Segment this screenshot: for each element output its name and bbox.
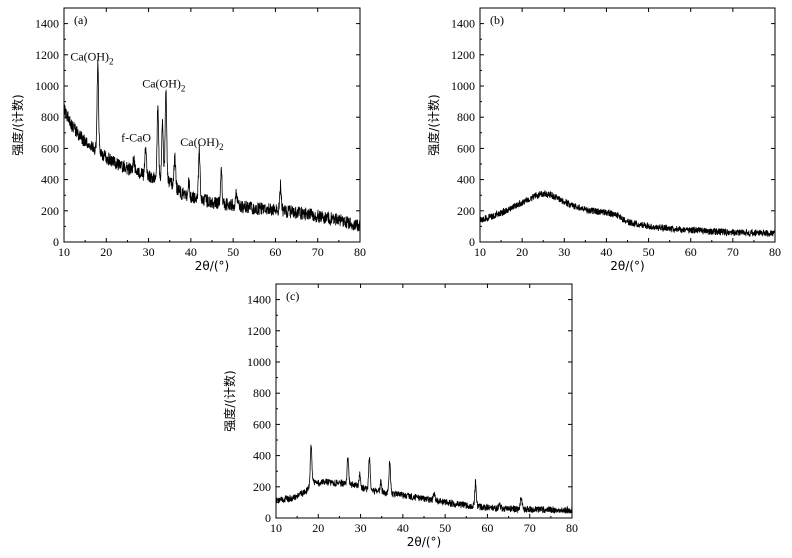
x-tick-label: 40 <box>600 245 612 259</box>
y-tick-label: 0 <box>265 511 271 525</box>
y-tick-label: 400 <box>457 173 475 187</box>
x-tick-label: 20 <box>312 521 324 535</box>
x-axis-label: 2θ/(°) <box>610 259 644 273</box>
x-tick-label: 60 <box>269 245 281 259</box>
x-tick-label: 80 <box>566 521 578 535</box>
series-line-c <box>275 444 573 515</box>
annotation-subscript: 2 <box>219 142 224 152</box>
y-tick-label: 1000 <box>247 355 271 369</box>
annotation-text: Ca(OH) <box>142 77 181 91</box>
annotation-text: f-CaO <box>121 130 151 144</box>
series-line-b <box>479 189 776 238</box>
x-tick-label: 30 <box>355 521 367 535</box>
x-tick-label: 70 <box>524 521 536 535</box>
x-tick-label: 80 <box>354 245 366 259</box>
y-tick-label: 1400 <box>35 17 59 31</box>
x-tick-label: 70 <box>727 245 739 259</box>
peak-annotation: Ca(OH)2 <box>70 49 113 66</box>
x-tick-label: 60 <box>685 245 697 259</box>
y-tick-label: 600 <box>41 141 59 155</box>
x-axis-label: 2θ/(°) <box>195 259 229 273</box>
x-tick-label: 50 <box>643 245 655 259</box>
x-tick-label: 20 <box>100 245 112 259</box>
chart-panel-a: 10 20 30 40 50 60 70 80020040060080010001200140… <box>10 7 366 273</box>
y-tick-label: 1400 <box>451 17 475 31</box>
x-tick-label: 40 <box>185 245 197 259</box>
annotation-subscript: 2 <box>109 56 114 66</box>
y-tick-label: 200 <box>253 480 271 494</box>
y-tick-label: 1200 <box>247 324 271 338</box>
peak-annotation: Ca(OH)2 <box>142 77 185 94</box>
plot-frame-a <box>63 7 361 243</box>
y-tick-label: 800 <box>253 386 271 400</box>
y-axis-label: 强度/(计数) <box>10 94 25 155</box>
y-tick-label: 800 <box>41 110 59 124</box>
x-tick-label: 70 <box>312 245 324 259</box>
y-tick-label: 0 <box>53 235 59 249</box>
y-tick-label: 1200 <box>451 48 475 62</box>
y-axis-label: 强度/(计数) <box>222 370 237 431</box>
y-tick-label: 600 <box>457 141 475 155</box>
y-tick-label: 400 <box>253 449 271 463</box>
annotation-text: Ca(OH) <box>70 49 109 63</box>
x-tick-label: 50 <box>227 245 239 259</box>
x-tick-label: 20 <box>516 245 528 259</box>
x-tick-label: 30 <box>143 245 155 259</box>
x-axis-label: 2θ/(°) <box>407 535 441 549</box>
y-axis-label: 强度/(计数) <box>426 94 441 155</box>
x-tick-label: 60 <box>481 521 493 535</box>
annotation-subscript: 2 <box>181 84 186 94</box>
peak-annotation: f-CaO <box>121 130 151 144</box>
panel-label: (b) <box>490 13 504 27</box>
x-tick-label: 50 <box>439 521 451 535</box>
y-tick-label: 1200 <box>35 48 59 62</box>
y-tick-label: 200 <box>41 204 59 218</box>
x-tick-label: 10 <box>474 245 486 259</box>
y-tick-label: 0 <box>469 235 475 249</box>
peak-annotation: Ca(OH)2 <box>180 135 223 152</box>
x-tick-label: 40 <box>397 521 409 535</box>
panel-label: (a) <box>74 13 87 27</box>
x-tick-label: 10 <box>58 245 70 259</box>
chart-panel-b: 10 20 30 40 50 60 70 80020040060080010001200140… <box>426 7 781 273</box>
x-tick-label: 10 <box>270 521 282 535</box>
y-tick-label: 1000 <box>35 79 59 93</box>
series-line-a <box>63 59 361 233</box>
y-tick-label: 400 <box>41 173 59 187</box>
y-tick-label: 200 <box>457 204 475 218</box>
x-tick-label: 30 <box>558 245 570 259</box>
panel-label: (c) <box>286 289 299 303</box>
x-tick-label: 80 <box>769 245 781 259</box>
plot-frame-b <box>479 7 776 243</box>
y-tick-label: 1400 <box>247 293 271 307</box>
y-tick-label: 800 <box>457 110 475 124</box>
y-tick-label: 600 <box>253 417 271 431</box>
chart-panel-c: 10 20 30 40 50 60 70 80020040060080010001200140… <box>222 283 578 549</box>
annotation-text: Ca(OH) <box>180 135 219 149</box>
y-tick-label: 1000 <box>451 79 475 93</box>
